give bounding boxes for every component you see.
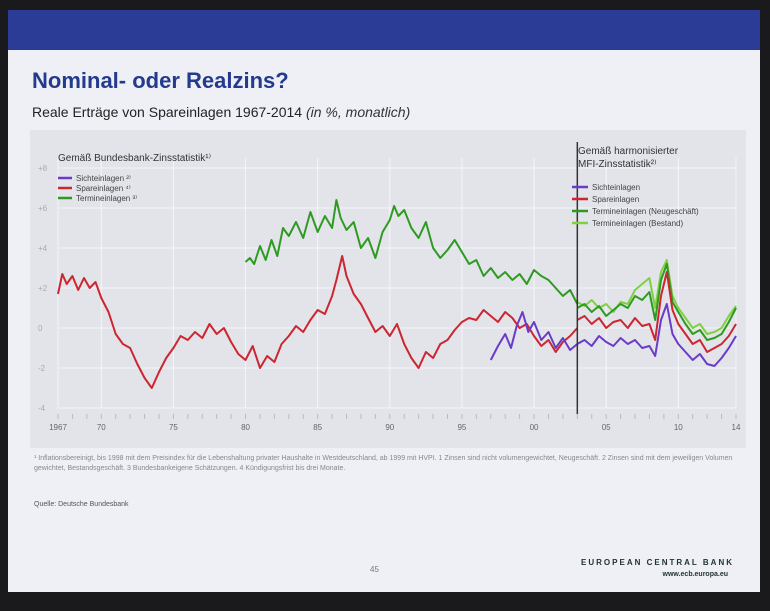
series-line-termin <box>576 263 737 341</box>
subtitle-main: Reale Erträge von Spareinlagen 1967-2014 <box>32 104 306 120</box>
slide: Nominal- oder Realzins? Reale Erträge vo… <box>8 10 760 592</box>
x-axis: 1967 70 75 80 85 90 95 00 05 10 14 <box>49 414 741 432</box>
x-tick-label: 95 <box>457 423 466 432</box>
legend-right-item-sicht: Sichteinlagen <box>592 183 640 192</box>
x-tick-label: 75 <box>169 423 178 432</box>
y-tick-label: +2 <box>38 284 48 293</box>
plot-background <box>30 130 746 448</box>
legend-right-item-spar: Spareinlagen <box>592 195 639 204</box>
footnote: ¹ Inflationsbereinigt, bis 1998 mit dem … <box>34 455 733 472</box>
legend-right-heading-1: Gemäß harmonisierter <box>578 146 679 157</box>
legend-right-heading-2: MFI-Zinsstatistik²⁾ <box>578 159 657 170</box>
series-line-sicht <box>576 303 737 367</box>
page-number: 45 <box>370 565 379 574</box>
y-tick-label: -4 <box>38 404 46 413</box>
slide-subtitle: Reale Erträge von Spareinlagen 1967-2014… <box>32 104 410 120</box>
y-tick-label: +4 <box>38 244 48 253</box>
legend-left-item-termin: Termineinlagen ³⁾ <box>76 194 137 203</box>
header-band <box>8 10 760 50</box>
x-tick-label: 80 <box>241 423 250 432</box>
ecb-logo-text: EUROPEAN CENTRAL BANK <box>581 558 734 567</box>
x-tick-label: 90 <box>385 423 394 432</box>
y-tick-label: 0 <box>38 324 43 333</box>
legend-left-heading: Gemäß Bundesbank-Zinsstatistik¹⁾ <box>58 153 211 164</box>
slide-title: Nominal- oder Realzins? <box>32 68 289 93</box>
series-line-termin_bestand <box>576 259 737 335</box>
series-lines <box>57 199 737 389</box>
series-line-spar <box>57 255 579 389</box>
ecb-url: www.ecb.europa.eu <box>662 571 728 578</box>
x-tick-label: 05 <box>602 423 611 432</box>
legend-left-item-spar: Spareinlagen ⁴⁾ <box>76 184 131 193</box>
source-note: Quelle: Deutsche Bundesbank <box>34 501 129 508</box>
x-tick-label: 1967 <box>49 423 67 432</box>
grid <box>57 158 737 409</box>
y-tick-label: -2 <box>38 364 46 373</box>
x-tick-label: 70 <box>97 423 106 432</box>
legend-left: Gemäß Bundesbank-Zinsstatistik¹⁾ Sichtei… <box>58 153 211 203</box>
legend-left-item-sicht: Sichteinlagen ²⁾ <box>76 174 131 183</box>
x-tick-label: 10 <box>674 423 683 432</box>
legend-right: Gemäß harmonisierter MFI-Zinsstatistik²⁾… <box>572 146 699 228</box>
legend-right-item-termin-bestand: Termineinlagen (Bestand) <box>592 219 683 228</box>
series-line-sicht <box>489 311 578 361</box>
y-tick-label: +6 <box>38 204 48 213</box>
x-tick-label: 85 <box>313 423 322 432</box>
y-axis: +8 +6 +4 +2 0 -2 -4 <box>38 164 48 413</box>
x-tick-label: 14 <box>732 423 741 432</box>
series-line-termin <box>244 199 579 305</box>
legend-right-item-termin-neu: Termineinlagen (Neugeschäft) <box>592 207 699 216</box>
y-tick-label: +8 <box>38 164 48 173</box>
series-line-spar <box>576 271 737 353</box>
subtitle-unit: (in %, monatlich) <box>305 104 411 120</box>
line-chart: +8 +6 +4 +2 0 -2 -4 1967 70 75 80 85 90 95 00 05 10 14 G… <box>30 130 746 448</box>
x-tick-label: 00 <box>530 423 539 432</box>
